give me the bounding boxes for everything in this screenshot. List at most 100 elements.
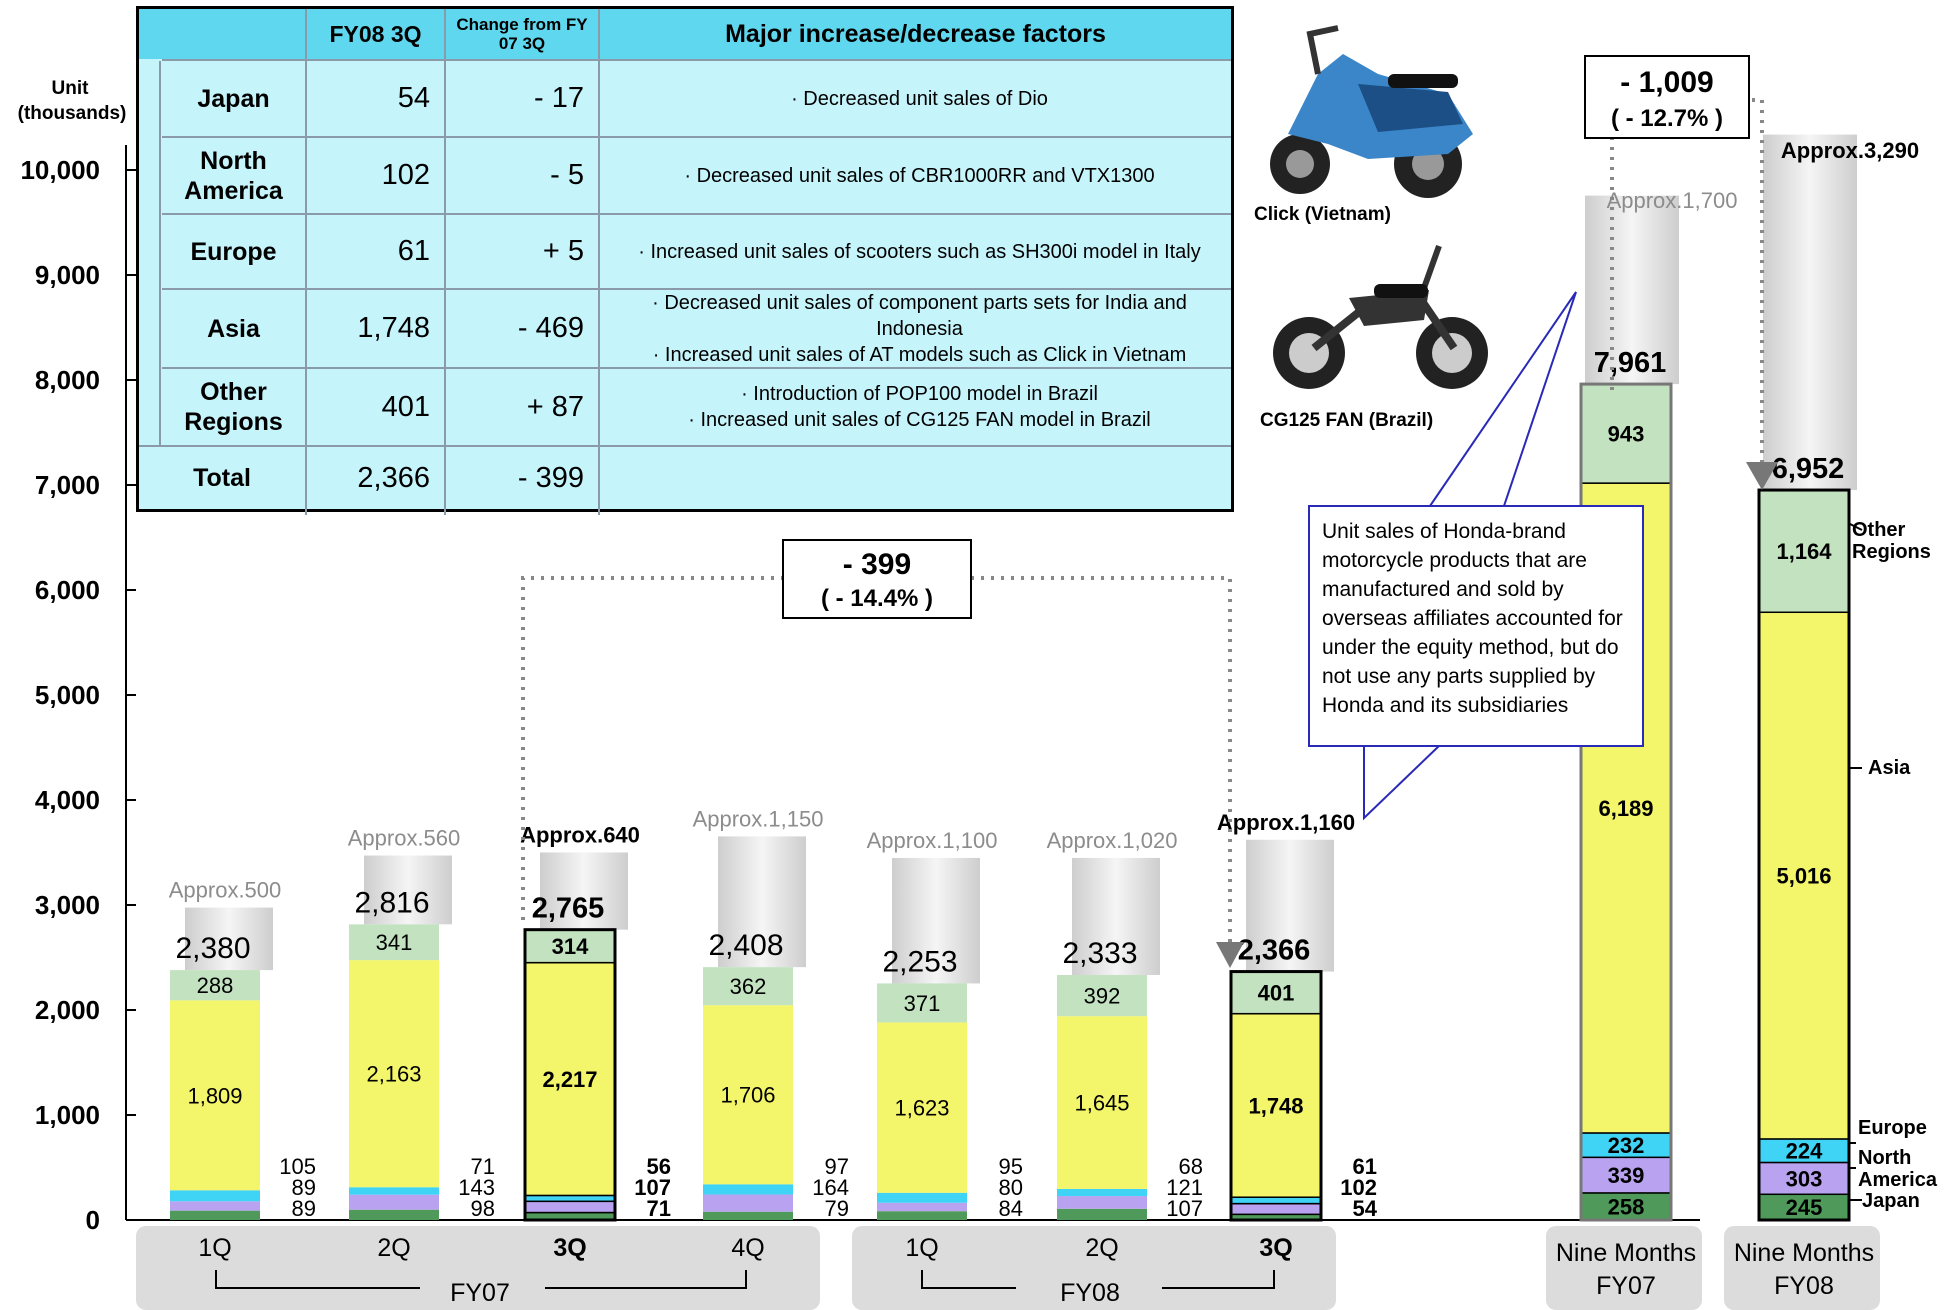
small-segment-label: 71: [647, 1196, 671, 1221]
approx-equity-bar: [364, 855, 452, 925]
y-tick-label: 0: [86, 1205, 100, 1235]
segment-label: 1,164: [1776, 539, 1832, 564]
bar-segment-europe: [877, 1192, 967, 1203]
small-segment-label: 71: [471, 1154, 495, 1179]
fy08-bracket: [921, 1270, 1016, 1289]
total-label: 2,366: [1238, 935, 1311, 967]
factor-text: Indonesia: [876, 317, 963, 340]
y-axis-label: (thousands): [18, 103, 127, 124]
approx-label: Approx.1,100: [867, 828, 998, 853]
legend-asia: Asia: [1868, 757, 1911, 779]
factors-asia: · Decreased unit sales of component part…: [600, 290, 1231, 367]
small-segment-label: 54: [1353, 1196, 1378, 1221]
bar-segment-asia: [1758, 611, 1850, 1140]
photo-caption-click: Click (Vietnam): [1254, 204, 1391, 225]
segment-label: 288: [197, 973, 234, 998]
change-value-asia: - 469: [517, 312, 584, 344]
category-label: FY07: [1596, 1272, 1656, 1300]
category-label: 2Q: [1085, 1234, 1118, 1262]
bar-segment-europe: [1580, 1132, 1672, 1159]
approx-equity-bar: [718, 836, 806, 968]
bar-segment-other-regions: [1057, 975, 1147, 1017]
legend-other-regions: Regions: [1852, 541, 1931, 563]
callout-pointer: [1429, 291, 1577, 507]
legend-leader: [1849, 523, 1863, 531]
segment-label: 362: [730, 974, 767, 999]
bar-segment-other-regions: [349, 924, 439, 961]
category-label: 3Q: [553, 1234, 586, 1262]
bar-segment-japan: [349, 1209, 439, 1220]
segment-label: 6,189: [1598, 796, 1653, 821]
bar-segment-other-regions: [877, 983, 967, 1023]
segment-label: 303: [1786, 1166, 1823, 1191]
segment-label: 2,217: [542, 1067, 597, 1092]
total-label: 6,952: [1772, 453, 1845, 485]
bar-segment-europe: [524, 1194, 616, 1203]
segment-label: 1,748: [1248, 1093, 1303, 1118]
factors-north-america: · Decreased unit sales of CBR1000RR and …: [600, 138, 1231, 213]
scooter-photo: [1270, 25, 1473, 198]
regional-sales-table: FY08 3Q Change from FY 07 3Q Major incre…: [136, 6, 1234, 515]
header-factors: Major increase/decrease factors: [600, 9, 1231, 59]
bar-segment-north-america: [349, 1194, 439, 1210]
y-tick-label: 5,000: [35, 680, 100, 710]
segment-label: 371: [904, 991, 941, 1016]
fy08-value-north-america: 102: [381, 159, 430, 191]
bar-segment-japan: [877, 1211, 967, 1220]
region-other-regions: Other Regions: [162, 369, 305, 445]
bar-segment-europe: [349, 1187, 439, 1195]
region-japan: Japan: [162, 61, 305, 136]
factor-text: · Increased unit sales of scooters such …: [638, 240, 1201, 263]
bar-segment-asia: [1230, 1012, 1322, 1198]
segment-label: 401: [1258, 981, 1295, 1006]
small-segment-label: 89: [292, 1175, 316, 1200]
nine-months-fy08-axis-box: [1724, 1226, 1880, 1310]
bar-segment-japan: [170, 1210, 260, 1220]
segment-label: 1,706: [720, 1083, 775, 1108]
bar-segment-asia: [703, 1005, 793, 1185]
change-value-north-america: - 5: [550, 159, 584, 191]
y-tick-label: 9,000: [35, 260, 100, 290]
down-arrow-icon: [1746, 462, 1778, 490]
bar-segment-japan: [703, 1211, 793, 1220]
category-label: Nine Months: [1734, 1239, 1874, 1267]
quarter-change-bracket: [521, 576, 1232, 950]
y-tick-label: 8,000: [35, 365, 100, 395]
region-asia: Asia: [162, 290, 305, 367]
total-label: 2,765: [532, 893, 605, 925]
segment-label: 314: [552, 934, 589, 959]
bar-outline: [1579, 382, 1673, 1222]
segment-label: 5,016: [1776, 864, 1831, 889]
equity-method-note: Unit sales of Honda-brand motorcycle pro…: [1308, 505, 1644, 747]
small-segment-label: 56: [647, 1154, 671, 1179]
approx-label: Approx.640: [520, 822, 640, 847]
small-segment-label: 107: [1166, 1196, 1203, 1221]
factors-japan: · Decreased unit sales of Dio: [600, 61, 1231, 136]
small-segment-label: 164: [812, 1175, 849, 1200]
motorcycle-photo: [1273, 244, 1488, 389]
segment-label: 224: [1786, 1139, 1823, 1164]
fy08-value-other-regions: 401: [381, 390, 430, 423]
quarter-change-value: - 399: [843, 548, 911, 581]
segment-label: 943: [1608, 422, 1645, 447]
fy07-bracket: [545, 1270, 747, 1289]
segment-label: 2,163: [366, 1062, 421, 1087]
factor-text: · Decreased unit sales of CBR1000RR and …: [684, 164, 1155, 187]
bar-segment-north-america: [703, 1194, 793, 1212]
y-tick-label: 6,000: [35, 575, 100, 605]
change-value-europe: + 5: [542, 235, 584, 267]
approx-equity-bar: [1763, 134, 1857, 491]
category-label: 2Q: [377, 1234, 410, 1262]
approx-equity-bar: [892, 857, 980, 984]
segment-label: 341: [376, 930, 413, 955]
region-total: Total: [139, 447, 305, 509]
segment-label: 245: [1786, 1195, 1823, 1220]
region-europe: Europe: [162, 215, 305, 288]
change-value-total: - 399: [517, 461, 584, 494]
approx-label: Approx.3,290: [1781, 138, 1919, 163]
bar-segment-europe: [1057, 1188, 1147, 1197]
total-label: 7,961: [1594, 347, 1667, 379]
bar-segment-north-america: [877, 1202, 967, 1212]
y-tick-label: 7,000: [35, 470, 100, 500]
